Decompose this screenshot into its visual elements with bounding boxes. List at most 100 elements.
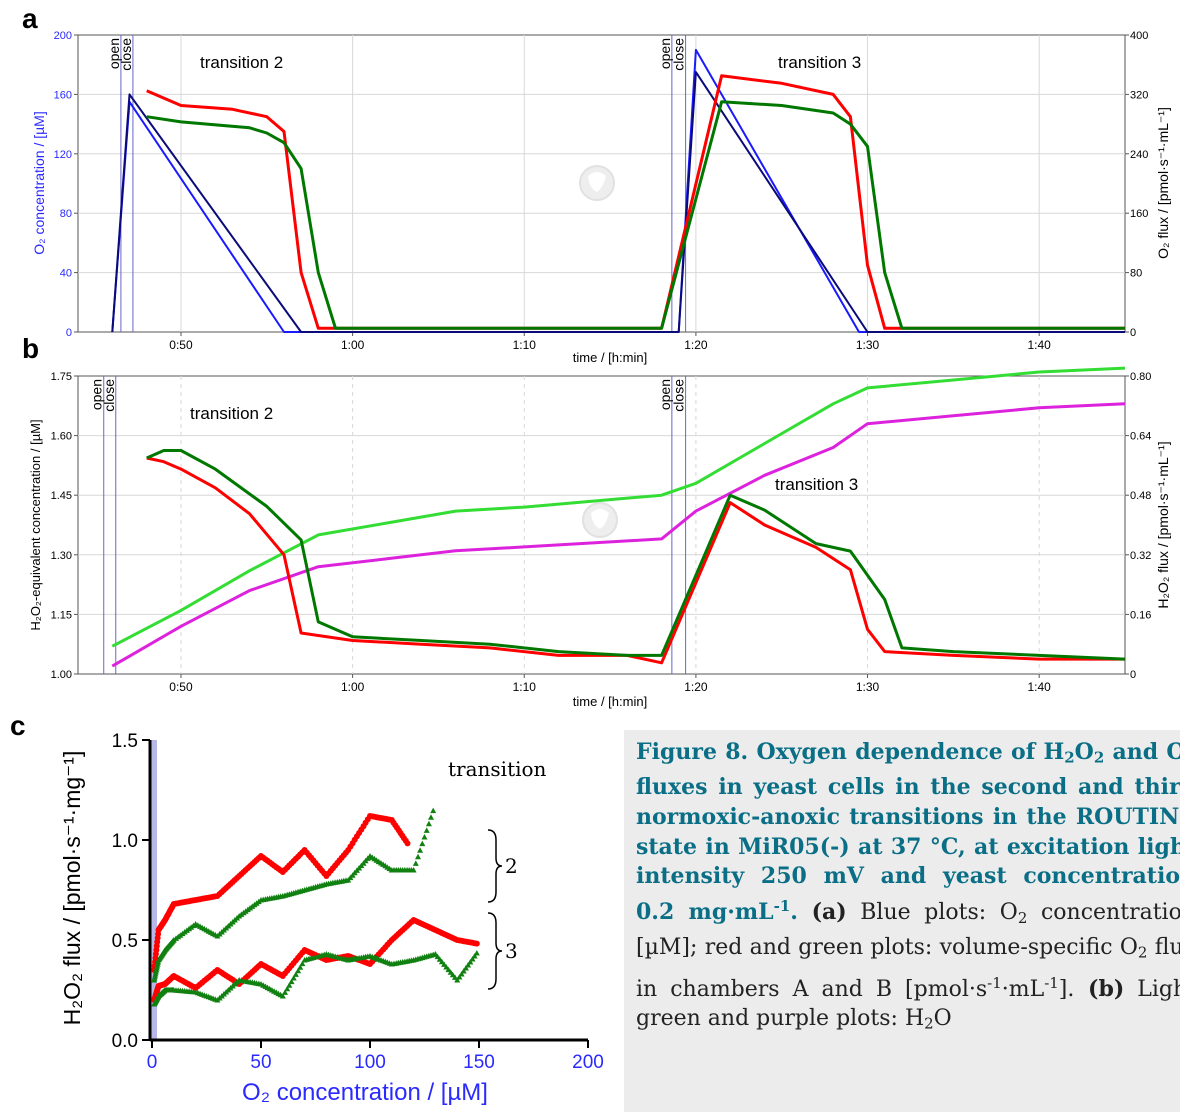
caption-sub: 2 — [1093, 748, 1105, 767]
caption-text: Blue plots: O — [846, 899, 1018, 925]
b-series-line-2 — [146, 456, 1125, 665]
panel-c-brace-3 — [487, 912, 503, 990]
b-left-tick-label: 1.15 — [51, 609, 72, 621]
panel-c-point-1 — [423, 827, 430, 833]
a-right-tick-label: 80 — [1130, 268, 1142, 280]
a-series-line-2 — [146, 74, 1125, 330]
panel-c-highlight-band — [151, 740, 157, 1040]
b-left-tick-label: 1.60 — [51, 431, 72, 443]
b-right-tick-label: 0.48 — [1130, 490, 1151, 502]
panel-c-point-3 — [290, 975, 297, 981]
panel-c-point-3 — [465, 962, 472, 968]
panel-c-point-1 — [419, 840, 426, 847]
b-left-tick-label: 1.00 — [51, 669, 72, 681]
a-event-label: open — [106, 38, 122, 69]
caption-text: flux in chambers A and B [pmol·s — [636, 935, 1180, 1002]
panel-b-right-axis-label: H₂O₂ flux / [pmol·s⁻¹·mL⁻¹] — [1155, 441, 1171, 608]
panel-b-left-axis-label: H₂O₂-equivalent concentration / [µM] — [28, 419, 43, 630]
caption-title-part: and O — [1104, 739, 1180, 765]
panel-c-point-3 — [458, 971, 465, 977]
caption-title-part: . — [790, 898, 798, 925]
caption-text: Light green and purple plots: H — [636, 976, 1180, 1032]
panel-c-point-3 — [456, 974, 463, 980]
panel-a-right-axis-label: O₂ flux / [pmol·s⁻¹·mL⁻¹] — [1155, 107, 1171, 259]
panel-c-brace-label-3: 3 — [505, 939, 518, 963]
caption-title: Figure 8. Oxygen dependence of H2O2 and … — [636, 739, 1180, 925]
panel-a-transition-2-label: transition 2 — [200, 53, 283, 72]
panel-c-point-1 — [412, 860, 419, 866]
panel-c-x-tick-label: 0 — [147, 1052, 158, 1073]
panel-c-y-label: H₂O₂ flux / [pmol·s⁻¹·mg⁻¹] — [59, 751, 85, 1026]
b-series-line-0 — [111, 366, 1126, 648]
a-event-label: close — [671, 38, 687, 71]
panel-b-series — [111, 366, 1126, 668]
panel-c-point-3 — [471, 953, 478, 959]
a-left-tick-label: 200 — [54, 30, 72, 42]
panel-c-brace-2 — [487, 829, 503, 903]
panel-c-y-tick-label: 1.5 — [112, 731, 138, 752]
panel-c-point-1 — [428, 814, 434, 820]
panel-c-point-1 — [410, 867, 417, 873]
a-left-tick-label: 80 — [60, 208, 72, 220]
a-x-tick-label: 1:10 — [513, 338, 537, 352]
a-right-tick-label: 0 — [1130, 327, 1136, 339]
panel-b-x-label: time / [h:min] — [573, 694, 647, 709]
a-x-tick-label: 0:50 — [169, 338, 193, 352]
panel-c-x-tick-label: 200 — [572, 1052, 604, 1073]
panel-c-point-1 — [425, 820, 432, 827]
panel-b-x-ticks: 0:50 1:00 1:10 1:20 1:30 1:40 — [169, 674, 1051, 694]
a-x-tick-label: 1:00 — [341, 338, 365, 352]
panel-c-point-3 — [288, 978, 295, 985]
panel-c-point-1 — [417, 847, 424, 853]
caption-sup: -1 — [1044, 973, 1059, 992]
panel-c-y-tick-label: 0.5 — [112, 931, 138, 952]
panel-b: b 1.00 1.15 1.30 1.45 1.60 1.75 0 0.16 0.32 0.48… — [22, 333, 1171, 709]
b-right-tick-label: 0.80 — [1130, 371, 1151, 383]
panel-a-x-label: time / [h:min] — [573, 350, 647, 365]
panel-c-legend-title: transition — [448, 757, 547, 781]
caption-sup: -1 — [987, 973, 1002, 992]
b-x-tick-label: 0:50 — [169, 680, 193, 694]
panel-c-x-tick-label: 50 — [250, 1052, 271, 1073]
b-event-label: close — [101, 379, 117, 412]
panel-c-series — [151, 807, 480, 1007]
panel-c-point-3 — [279, 993, 286, 999]
b-right-tick-label: 0.32 — [1130, 550, 1151, 562]
b-series-line-3 — [146, 449, 1126, 661]
b-event-label: close — [671, 379, 687, 412]
panel-a-left-axis-label: O₂ concentration / [µM] — [31, 111, 47, 254]
a-series-line-1 — [111, 71, 1125, 333]
b-series-line-1 — [111, 402, 1126, 668]
b-x-tick-label: 1:30 — [856, 680, 880, 694]
panel-c-brace-label-2: 2 — [505, 854, 518, 878]
a-x-tick-label: 1:40 — [1028, 338, 1052, 352]
panel-c-point-3 — [469, 956, 476, 962]
caption-sup: -1 — [773, 896, 791, 915]
panel-c-point-3 — [473, 950, 480, 956]
panel-c-x-label: O₂ concentration / [µM] — [242, 1079, 488, 1106]
b-event-label: open — [657, 379, 673, 410]
panel-c-point-3 — [295, 967, 302, 974]
caption-text: concentration [µM]; red and green plots:… — [636, 899, 1180, 961]
b-x-tick-label: 1:20 — [684, 680, 708, 694]
a-left-tick-label: 40 — [60, 268, 72, 280]
panel-c-y-ticks: 0.0 0.5 1.0 1.5 — [112, 731, 150, 1052]
caption-sub: 2 — [1017, 908, 1028, 927]
panel-c-point-3 — [454, 977, 461, 983]
panel-c-point-3 — [299, 960, 306, 967]
panel-c-y-tick-label: 1.0 — [112, 831, 138, 852]
panel-c-point-1 — [421, 834, 428, 840]
caption-title-part: Figure 8. Oxygen dependence of H — [636, 739, 1065, 765]
a-event-label: open — [657, 38, 673, 69]
figure-caption: Figure 8. Oxygen dependence of H2O2 and … — [636, 738, 1180, 1040]
caption-part-b-label: (b) — [1074, 975, 1125, 1002]
panel-a: a 0 40 80 120 160 200 0 80 160 240 320 400 0:50 1:0… — [22, 3, 1171, 365]
panel-c-point-3 — [297, 964, 304, 970]
panel-a-x-ticks: 0:50 1:00 1:10 1:20 1:30 1:40 — [169, 332, 1051, 352]
b-right-tick-label: 0.16 — [1130, 609, 1151, 621]
panel-b-frame — [77, 375, 1126, 675]
b-event-label: open — [89, 379, 105, 410]
